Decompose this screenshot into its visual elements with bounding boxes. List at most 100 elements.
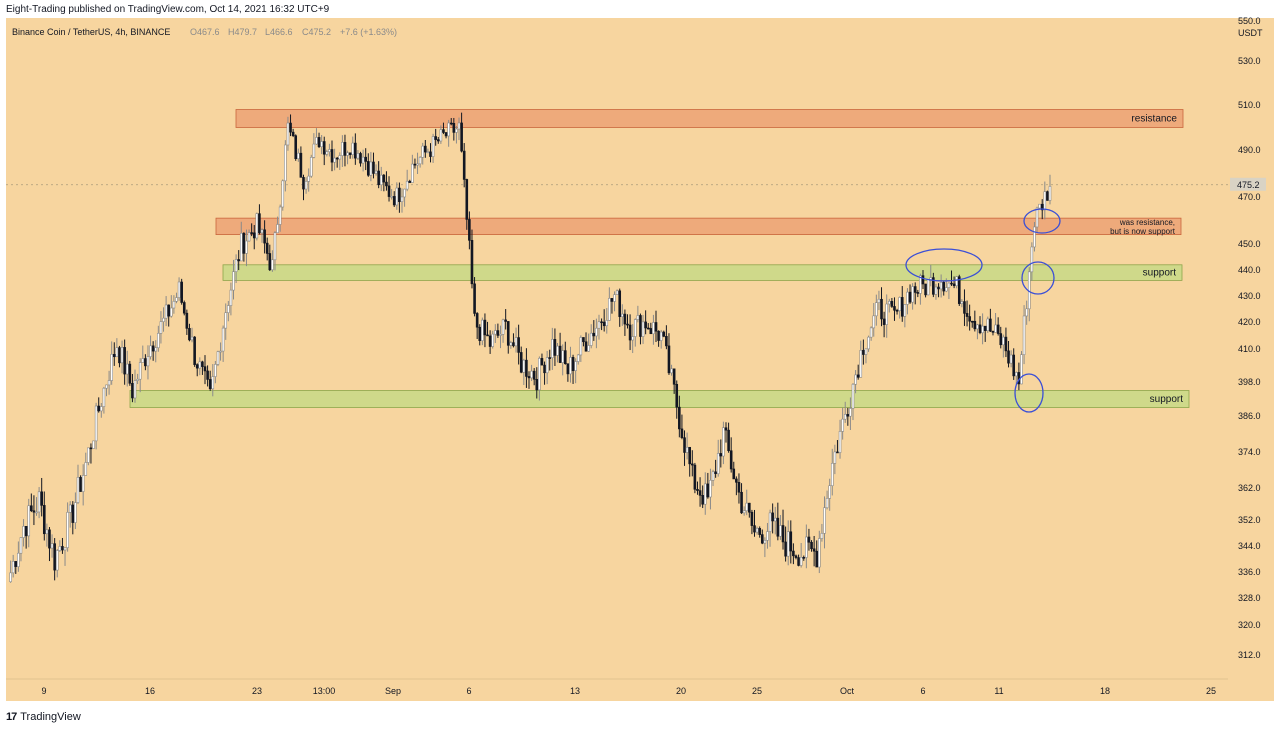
candle-body <box>294 135 298 159</box>
tradingview-brand: TradingView <box>20 711 81 723</box>
candle-body <box>932 277 935 295</box>
candle-body <box>698 490 702 496</box>
candle-body <box>151 345 155 352</box>
candle-body <box>14 561 18 567</box>
candle-body <box>338 155 342 160</box>
candle-body <box>989 318 992 332</box>
candle-body <box>434 136 437 140</box>
candle-body <box>789 531 793 552</box>
candle-body <box>545 357 549 374</box>
candle-body <box>639 315 642 337</box>
candle-body <box>605 320 609 327</box>
candle-body <box>535 378 539 391</box>
candle-body <box>1022 315 1026 355</box>
candle-body <box>100 406 103 412</box>
candle-body <box>973 320 977 330</box>
candle-body <box>377 170 380 186</box>
last-price-tag <box>1230 177 1266 191</box>
candle-body <box>574 361 577 371</box>
candle-body <box>644 321 647 329</box>
candle-body <box>763 540 767 544</box>
candle-body <box>273 232 277 261</box>
candle-body <box>833 451 837 464</box>
candle-body <box>579 337 583 356</box>
candle-body <box>291 131 295 136</box>
y-tick-label: 440.0 <box>1238 265 1261 275</box>
candle-body <box>597 321 601 329</box>
candle-body <box>750 511 754 526</box>
x-tick-label: 13 <box>570 686 580 696</box>
candle-body <box>626 323 629 326</box>
candle-body <box>755 528 759 533</box>
candle-body <box>509 342 513 346</box>
candle-body <box>242 232 246 254</box>
candle-body <box>869 327 873 338</box>
candle-body <box>805 536 808 558</box>
ohlc-close: C475.2 <box>302 27 331 37</box>
candle-body <box>875 302 878 317</box>
candle-body <box>693 464 697 490</box>
candle-body <box>641 321 645 337</box>
candle-body <box>960 301 964 304</box>
candle-body <box>307 175 310 182</box>
y-tick-label: 510.0 <box>1238 100 1261 110</box>
candle-body <box>823 507 826 534</box>
candle-body <box>592 332 596 337</box>
candle-body <box>563 350 567 364</box>
candle-body <box>939 282 943 290</box>
candle-body <box>983 325 987 331</box>
candle-body <box>141 358 145 363</box>
candle-body <box>55 550 59 571</box>
tradingview-footer[interactable]: 17 TradingView <box>6 711 81 723</box>
candle-body <box>27 505 31 537</box>
annotation-ellipse <box>905 248 983 282</box>
candle-body <box>35 511 38 514</box>
candle-body <box>351 142 355 155</box>
candle-body <box>429 151 432 157</box>
candle-body <box>258 213 261 234</box>
candle-body <box>659 331 663 341</box>
candle-body <box>40 491 43 506</box>
candle-body <box>252 232 256 239</box>
time-axis[interactable]: 9 16 23 13:00 Sep 6 13 20 25 Oct 6 11 18 25 <box>6 678 1228 696</box>
candle-body <box>618 290 622 317</box>
candle-body <box>460 122 463 152</box>
candle-body <box>361 156 365 164</box>
candle-body <box>278 206 282 225</box>
candle-body <box>921 275 925 285</box>
candle-body <box>180 281 183 303</box>
candle-body <box>97 405 101 412</box>
candle-body <box>281 180 285 208</box>
candle-body <box>1002 336 1005 346</box>
y-tick-label: 344.0 <box>1238 541 1261 551</box>
annotation-ellipse <box>1014 373 1044 413</box>
candle-body <box>455 128 458 133</box>
price-axis[interactable]: 530.0 510.0 490.0 470.0 450.0 440.0 430.0 420.0… <box>1230 56 1266 660</box>
candle-body <box>250 232 253 234</box>
published-caption: Eight-Trading published on TradingView.c… <box>6 4 330 15</box>
zone-label: support <box>1143 268 1177 279</box>
candle-body <box>615 290 619 295</box>
candle-body <box>154 347 158 352</box>
candle-body <box>828 485 831 499</box>
candle-body <box>333 157 336 163</box>
candle-body <box>42 505 46 535</box>
candle-body <box>561 350 564 363</box>
candle-body <box>53 543 56 571</box>
candle-body <box>74 502 77 523</box>
candle-body <box>255 213 259 239</box>
candle-body <box>203 366 207 372</box>
candle-body <box>501 319 505 335</box>
candle-body <box>1009 354 1013 364</box>
candle-body <box>540 358 544 366</box>
candle-body <box>838 431 842 453</box>
candle-body <box>1015 372 1018 377</box>
candle-body <box>330 149 334 163</box>
candle-body <box>94 405 98 442</box>
candle-body <box>413 163 417 166</box>
candle-body <box>566 363 570 375</box>
candle-body <box>185 312 189 329</box>
candle-body <box>636 315 640 320</box>
annotation-ellipse <box>1021 261 1055 295</box>
